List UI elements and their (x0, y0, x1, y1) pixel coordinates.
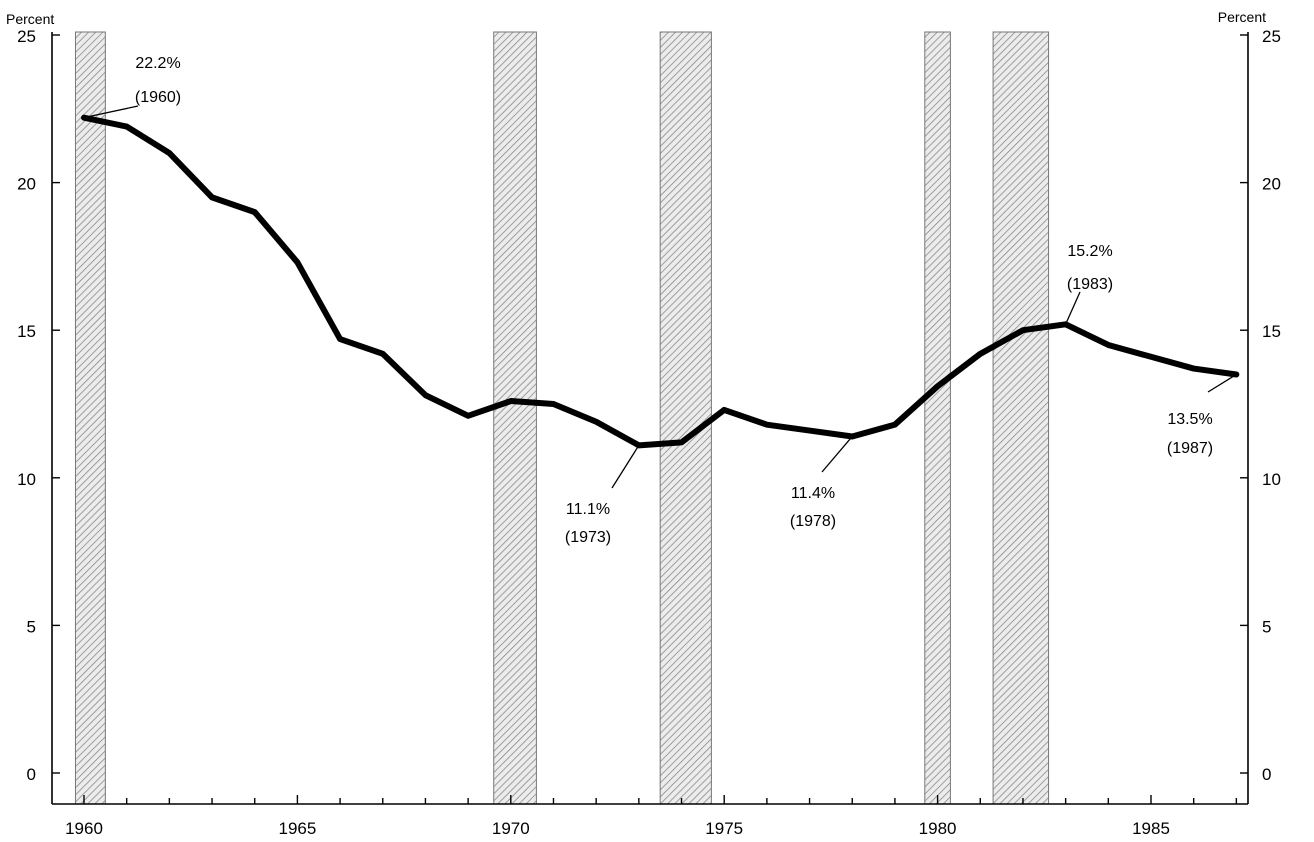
data-point (808, 429, 811, 432)
left-y-tick-label: 25 (17, 27, 36, 46)
recession-band-5 (992, 31, 1050, 805)
annotation-year-label: (1983) (1067, 276, 1113, 293)
recession-band-4 (924, 31, 951, 805)
data-point (680, 441, 683, 444)
left-y-axis-label: Percent (6, 11, 54, 27)
ticks-group: 0 0 5 5 10 10 15 15 20 20 25 25 1960 1965 1970 1975 1980… (17, 27, 1281, 838)
data-point (125, 125, 128, 128)
data-point (765, 423, 769, 426)
left-y-tick-label: 0 (27, 765, 36, 784)
annotation-year-label: (1960) (135, 89, 181, 106)
data-point (723, 408, 726, 412)
annotation-leader-line (821, 436, 853, 473)
series-line-1 (81, 114, 1240, 449)
data-point (253, 210, 256, 214)
data-point (979, 352, 982, 356)
left-y-tick-label: 15 (17, 322, 36, 341)
recession-shading-group (74, 31, 1050, 805)
right-y-axis-label: Percent (1218, 9, 1266, 25)
annotation-year-label: (1978) (790, 513, 836, 530)
data-point (296, 261, 299, 264)
right-y-tick-label: 0 (1262, 765, 1271, 784)
annotation-value-label: 15.2% (1067, 243, 1112, 260)
right-y-tick-label: 15 (1262, 322, 1281, 341)
data-point (1192, 367, 1195, 370)
recession-band-3 (659, 31, 712, 805)
axes-group (51, 32, 1249, 805)
x-tick-label: 1960 (65, 819, 103, 838)
right-y-tick-label: 5 (1262, 617, 1271, 636)
annotation-year-label: (1987) (1167, 440, 1213, 457)
x-tick-label: 1985 (1132, 819, 1170, 838)
right-y-tick-label: 10 (1262, 470, 1281, 489)
annotation-value-label: 11.4% (791, 485, 835, 502)
annotation-leader-line (1065, 291, 1081, 325)
data-point (594, 420, 598, 423)
data-point (338, 337, 342, 341)
data-point (893, 423, 897, 426)
recession-band-2 (493, 31, 537, 805)
data-point (466, 414, 470, 418)
data-point (210, 196, 214, 199)
data-point (424, 393, 427, 397)
x-tick-label: 1965 (278, 819, 316, 838)
left-y-tick-label: 5 (27, 617, 36, 636)
data-point (1107, 343, 1110, 347)
data-point (936, 385, 939, 388)
data-point (1021, 329, 1025, 332)
annotation-leader-line (1207, 373, 1237, 393)
right-y-tick-label: 20 (1262, 175, 1281, 194)
recession-band-1 (74, 31, 106, 805)
annotation-value-label: 13.5% (1167, 411, 1212, 428)
annotation-value-label: 11.1% (566, 501, 610, 518)
x-tick-label: 1980 (919, 819, 957, 838)
data-point (381, 352, 384, 356)
annotation-leader-line (83, 105, 139, 119)
x-tick-label: 1975 (705, 819, 743, 838)
data-point (168, 151, 171, 155)
left-y-tick-label: 10 (17, 470, 36, 489)
annotation-year-label: (1973) (565, 529, 611, 546)
left-y-tick-label: 20 (17, 175, 36, 194)
annotations-group: 22.2% (1960) 11.1% (1973) 11.4% (1978) 15.2% (1… (83, 55, 1237, 546)
data-point (509, 399, 512, 403)
annotation-value-label: 22.2% (135, 55, 180, 72)
data-point (552, 402, 555, 406)
data-point (1149, 355, 1153, 358)
x-tick-label: 1970 (492, 819, 530, 838)
annotation-leader-line (611, 444, 640, 489)
right-y-tick-label: 25 (1262, 27, 1281, 46)
